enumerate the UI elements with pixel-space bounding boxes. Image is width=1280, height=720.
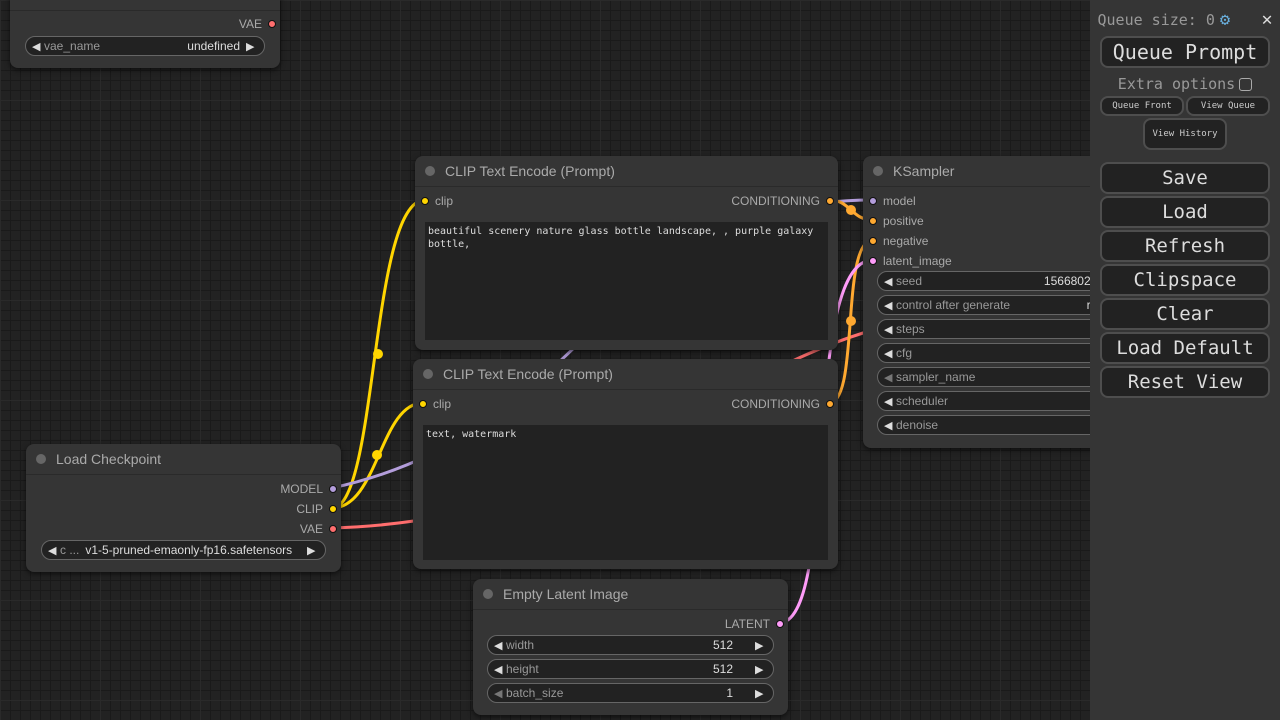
queue-size: Queue size: 0	[1097, 10, 1215, 29]
clip-dot-icon	[419, 400, 427, 408]
left-arrow-icon[interactable]: ◀	[494, 639, 503, 652]
save-button[interactable]: Save	[1100, 162, 1270, 194]
right-arrow-icon[interactable]: ▶	[755, 663, 764, 676]
output-conditioning[interactable]: CONDITIONING	[731, 397, 834, 411]
left-arrow-icon[interactable]: ◀	[884, 323, 893, 336]
queue-header: Queue size: 0 ⚙ ✕	[1098, 9, 1273, 30]
width-widget[interactable]: ◀ width 512 ▶	[487, 635, 774, 655]
queue-front-button[interactable]: Queue Front	[1100, 96, 1184, 116]
left-arrow-icon[interactable]: ◀	[884, 371, 893, 384]
vae-dot-icon	[268, 20, 276, 28]
output-clip[interactable]: CLIP	[296, 502, 337, 516]
node-clip-text-encode-negative[interactable]: CLIP Text Encode (Prompt) clip CONDITION…	[413, 359, 838, 569]
node-title[interactable]: CLIP Text Encode (Prompt)	[415, 156, 838, 187]
seed-widget[interactable]: ◀ seed 156680208	[877, 271, 1137, 291]
collapse-dot-icon[interactable]	[423, 369, 433, 379]
wire-midpoint[interactable]	[372, 450, 382, 460]
right-arrow-icon[interactable]: ▶	[307, 544, 316, 557]
gear-icon[interactable]: ⚙	[1219, 9, 1231, 30]
output-vae[interactable]: VAE	[300, 522, 337, 536]
left-arrow-icon[interactable]: ◀	[884, 395, 893, 408]
input-negative[interactable]: negative	[869, 234, 928, 248]
batch-size-widget[interactable]: ◀ batch_size 1 ▶	[487, 683, 774, 703]
node-title[interactable]: KSampler	[863, 156, 1123, 187]
collapse-dot-icon[interactable]	[483, 589, 493, 599]
node-title[interactable]: CLIP Text Encode (Prompt)	[413, 359, 838, 390]
conditioning-dot-icon	[826, 197, 834, 205]
collapse-dot-icon[interactable]	[425, 166, 435, 176]
left-arrow-icon[interactable]: ◀	[48, 544, 57, 557]
conditioning-dot-icon	[869, 237, 877, 245]
conditioning-dot-icon	[826, 400, 834, 408]
conditioning-dot-icon	[869, 217, 877, 225]
node-vae-loader[interactable]: VAE ◀ vae_name undefined ▶	[10, 0, 280, 68]
input-positive[interactable]: positive	[869, 214, 924, 228]
input-clip[interactable]: clip	[419, 397, 451, 411]
cfg-widget[interactable]: ◀ cfg	[877, 343, 1137, 363]
collapse-dot-icon[interactable]	[36, 454, 46, 464]
vae-name-combo[interactable]: ◀ vae_name undefined ▶	[25, 36, 265, 56]
node-title[interactable]: Load Checkpoint	[26, 444, 341, 475]
right-arrow-icon[interactable]: ▶	[246, 40, 255, 53]
queue-prompt-button[interactable]: Queue Prompt	[1100, 36, 1270, 68]
reset-view-button[interactable]: Reset View	[1100, 366, 1270, 398]
wire-midpoint[interactable]	[846, 205, 856, 215]
left-arrow-icon[interactable]: ◀	[884, 275, 893, 288]
node-title[interactable]: Empty Latent Image	[473, 579, 788, 610]
clip-dot-icon	[329, 505, 337, 513]
input-latent-image[interactable]: latent_image	[869, 254, 952, 268]
node-clip-text-encode-positive[interactable]: CLIP Text Encode (Prompt) clip CONDITION…	[415, 156, 838, 350]
close-icon[interactable]: ✕	[1261, 9, 1273, 30]
load-button[interactable]: Load	[1100, 196, 1270, 228]
wire-midpoint[interactable]	[373, 349, 383, 359]
left-arrow-icon[interactable]: ◀	[884, 419, 893, 432]
prompt-textarea[interactable]	[425, 222, 828, 340]
clipspace-button[interactable]: Clipspace	[1100, 264, 1270, 296]
output-model[interactable]: MODEL	[280, 482, 337, 496]
model-dot-icon	[329, 485, 337, 493]
node-ksampler[interactable]: KSampler model positive negative latent_…	[863, 156, 1137, 448]
right-arrow-icon[interactable]: ▶	[755, 687, 764, 700]
left-arrow-icon[interactable]: ◀	[32, 40, 41, 53]
steps-widget[interactable]: ◀ steps	[877, 319, 1137, 339]
view-history-button[interactable]: View History	[1143, 118, 1227, 150]
left-arrow-icon[interactable]: ◀	[884, 347, 893, 360]
output-vae[interactable]: VAE	[239, 17, 276, 31]
left-arrow-icon[interactable]: ◀	[884, 299, 893, 312]
clip-dot-icon	[421, 197, 429, 205]
extra-options-checkbox[interactable]	[1239, 77, 1253, 91]
output-latent[interactable]: LATENT	[725, 617, 784, 631]
node-empty-latent-image[interactable]: Empty Latent Image LATENT ◀ width 512 ▶ ◀ he…	[473, 579, 788, 715]
ckpt-name-combo[interactable]: ◀ c ... v1-5-pruned-emaonly-fp16.safetenso…	[41, 540, 326, 560]
model-dot-icon	[869, 197, 877, 205]
refresh-button[interactable]: Refresh	[1100, 230, 1270, 262]
right-arrow-icon[interactable]: ▶	[755, 639, 764, 652]
side-menu: Queue size: 0 ⚙ ✕ Queue Prompt Extra opt…	[1090, 0, 1280, 720]
sampler-name-widget[interactable]: ◀ sampler_name	[877, 367, 1137, 387]
vae-dot-icon	[329, 525, 337, 533]
left-arrow-icon[interactable]: ◀	[494, 687, 503, 700]
denoise-widget[interactable]: ◀ denoise	[877, 415, 1137, 435]
clear-button[interactable]: Clear	[1100, 298, 1270, 330]
wire-midpoint[interactable]	[846, 316, 856, 326]
extra-options: Extra options	[1118, 75, 1253, 93]
view-queue-button[interactable]: View Queue	[1186, 96, 1270, 116]
collapse-dot-icon[interactable]	[873, 166, 883, 176]
latent-dot-icon	[869, 257, 877, 265]
node-load-checkpoint[interactable]: Load Checkpoint MODEL CLIP VAE ◀ c ... v1-…	[26, 444, 341, 572]
input-model[interactable]: model	[869, 194, 916, 208]
left-arrow-icon[interactable]: ◀	[494, 663, 503, 676]
load-default-button[interactable]: Load Default	[1100, 332, 1270, 364]
output-conditioning[interactable]: CONDITIONING	[731, 194, 834, 208]
height-widget[interactable]: ◀ height 512 ▶	[487, 659, 774, 679]
prompt-textarea[interactable]	[423, 425, 828, 560]
scheduler-widget[interactable]: ◀ scheduler	[877, 391, 1137, 411]
latent-dot-icon	[776, 620, 784, 628]
input-clip[interactable]: clip	[421, 194, 453, 208]
control-after-generate-widget[interactable]: ◀control after generateran	[877, 295, 1137, 315]
